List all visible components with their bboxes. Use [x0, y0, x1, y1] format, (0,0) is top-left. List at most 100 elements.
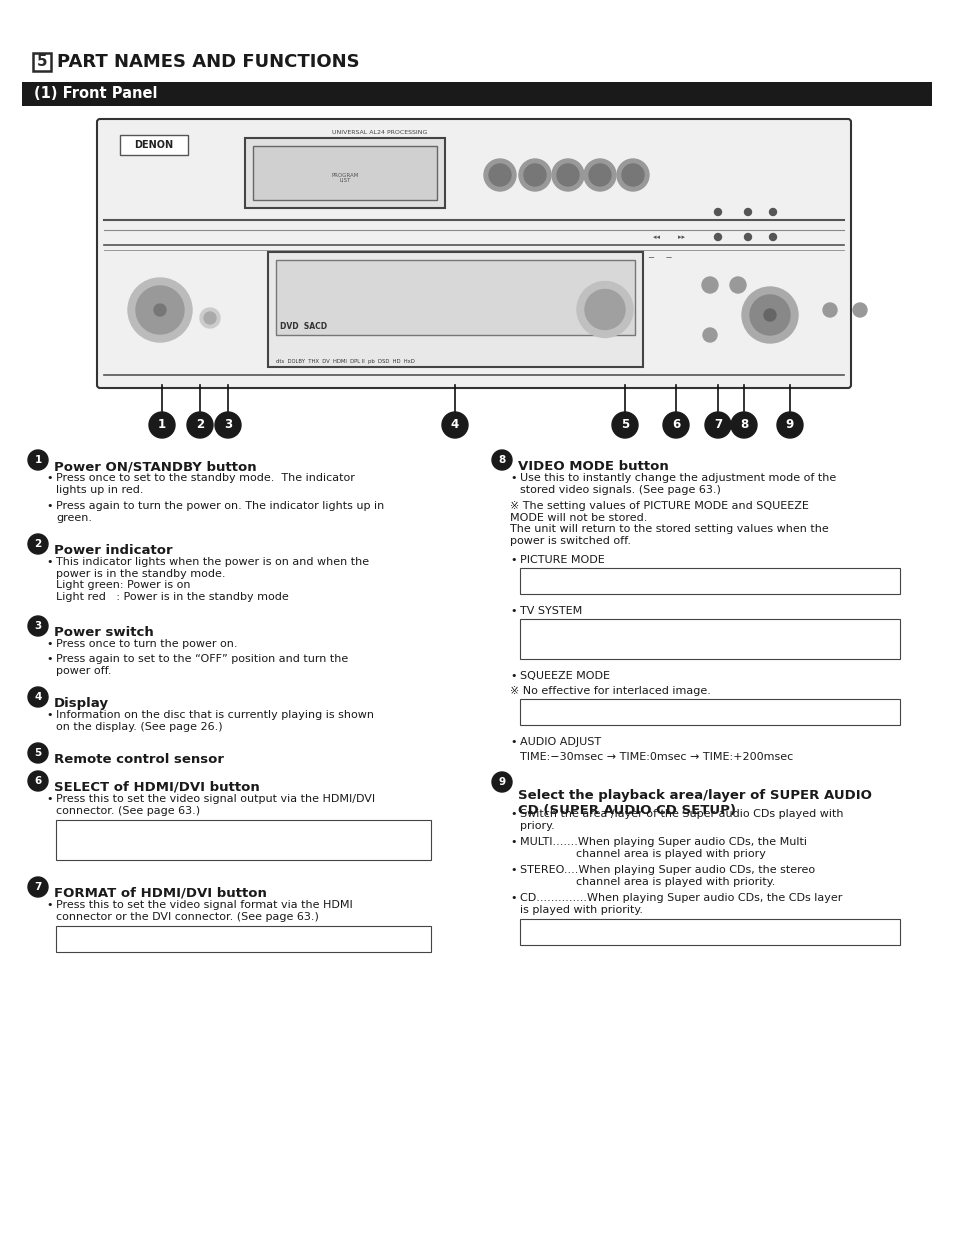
Text: Power indicator: Power indicator — [54, 544, 172, 557]
Text: 1: 1 — [158, 418, 166, 432]
Text: PART NAMES AND FUNCTIONS: PART NAMES AND FUNCTIONS — [57, 53, 359, 71]
Bar — [519, 699, 899, 725]
Bar — [268, 252, 642, 367]
Text: Remote control sensor: Remote control sensor — [54, 753, 224, 766]
Text: (1) Front Panel: (1) Front Panel — [34, 87, 157, 101]
Text: •: • — [510, 555, 516, 565]
Circle shape — [852, 303, 866, 317]
Text: FORMAT of HDMI/DVI button: FORMAT of HDMI/DVI button — [54, 887, 267, 901]
Text: 8: 8 — [740, 418, 747, 432]
Text: •: • — [510, 809, 516, 819]
Text: └ 480P/576P → 720P → 1080i→ AUTO ┘: └ 480P/576P → 720P → 1080i→ AUTO ┘ — [62, 931, 283, 943]
Circle shape — [200, 308, 220, 328]
Text: Information on the disc that is currently playing is shown
on the display. (See : Information on the disc that is currentl… — [56, 710, 374, 731]
Text: SQUEEZE MODE: SQUEEZE MODE — [519, 670, 609, 682]
Circle shape — [588, 165, 610, 186]
Circle shape — [701, 277, 718, 293]
Circle shape — [28, 616, 48, 636]
Circle shape — [743, 234, 751, 240]
Text: Press once to turn the power on.: Press once to turn the power on. — [56, 640, 237, 649]
Text: STEREO....When playing Super audio CDs, the stereo
                channel area : STEREO....When playing Super audio CDs, … — [519, 865, 814, 887]
Bar — [245, 139, 444, 208]
Text: Press this to set the video signal output via the HDMI/DVI
connector. (See page : Press this to set the video signal outpu… — [56, 794, 375, 815]
Bar — [120, 135, 188, 155]
Circle shape — [621, 165, 643, 186]
Circle shape — [136, 286, 184, 334]
Circle shape — [577, 282, 633, 338]
Text: •: • — [510, 893, 516, 903]
Circle shape — [714, 234, 720, 240]
Text: •: • — [510, 737, 516, 747]
Text: Power switch: Power switch — [54, 626, 153, 640]
Circle shape — [28, 743, 48, 763]
Text: •: • — [46, 710, 52, 720]
Text: VIDEO MODE button: VIDEO MODE button — [517, 460, 668, 473]
Circle shape — [28, 687, 48, 708]
Circle shape — [28, 771, 48, 790]
Text: └MULTI → STEREO → CD ┘: └MULTI → STEREO → CD ┘ — [525, 925, 668, 935]
Text: MULTI.......When playing Super audio CDs, the Multi
                channel area: MULTI.......When playing Super audio CDs… — [519, 837, 806, 858]
Text: 8: 8 — [497, 455, 505, 465]
Circle shape — [763, 309, 775, 320]
Text: Press again to set to the “OFF” position and turn the
power off.: Press again to set to the “OFF” position… — [56, 654, 348, 675]
Text: •: • — [510, 606, 516, 616]
Text: └→ STD ↔ M1 ↔ M2 ↔ M3 ↔ M4 ↔ M5 ┘: └→ STD ↔ M1 ↔ M2 ↔ M3 ↔ M4 ↔ M5 ┘ — [525, 574, 740, 584]
Text: 5: 5 — [34, 748, 42, 758]
Text: Press again to turn the power on. The indicator lights up in
green.: Press again to turn the power on. The in… — [56, 501, 384, 522]
Text: 3: 3 — [224, 418, 232, 432]
Circle shape — [617, 160, 648, 190]
Text: 4: 4 — [34, 691, 42, 703]
Text: •: • — [510, 473, 516, 482]
Circle shape — [730, 412, 757, 438]
Circle shape — [769, 234, 776, 240]
Text: This indicator lights when the power is on and when the
power is in the standby : This indicator lights when the power is … — [56, 557, 369, 601]
Text: •: • — [46, 557, 52, 567]
Circle shape — [153, 304, 166, 315]
Bar — [519, 568, 899, 594]
Text: 2: 2 — [34, 539, 42, 549]
Circle shape — [749, 294, 789, 335]
Circle shape — [187, 412, 213, 438]
Bar — [33, 53, 51, 71]
Text: Switch the area /layer of the Super audio CDs played with
priory.: Switch the area /layer of the Super audi… — [519, 809, 842, 830]
Circle shape — [518, 160, 551, 190]
Text: UNIVERSAL AL24 PROCESSING: UNIVERSAL AL24 PROCESSING — [332, 130, 427, 136]
Text: └→ OFF ↔ ON ↔ AUTO ┘: └→ OFF ↔ ON ↔ AUTO ┘ — [525, 705, 656, 715]
Circle shape — [714, 209, 720, 215]
Circle shape — [483, 160, 516, 190]
Text: •: • — [46, 654, 52, 664]
Text: └→ PROGRESSIVE ↔ INTERLACED ┐
  └→ OTHERS ↔ HDMI/DVI ─┘: └→ PROGRESSIVE ↔ INTERLACED ┐ └→ OTHERS … — [525, 625, 714, 651]
Circle shape — [149, 412, 174, 438]
Text: TIME:−30msec → TIME:0msec → TIME:+200msec: TIME:−30msec → TIME:0msec → TIME:+200mse… — [519, 752, 792, 762]
Circle shape — [523, 165, 545, 186]
Circle shape — [769, 209, 776, 215]
Text: PICTURE MODE: PICTURE MODE — [519, 555, 604, 565]
Bar — [275, 260, 635, 335]
Circle shape — [128, 278, 192, 341]
Bar — [253, 146, 436, 200]
Circle shape — [214, 412, 241, 438]
Text: •: • — [510, 670, 516, 682]
Circle shape — [489, 165, 511, 186]
Bar — [56, 927, 431, 952]
FancyBboxPatch shape — [97, 119, 850, 388]
Text: CD..............When playing Super audio CDs, the CDs layer
is played with prior: CD..............When playing Super audio… — [519, 893, 841, 914]
Text: 5: 5 — [36, 54, 48, 69]
Text: ◂◂        ▸▸: ◂◂ ▸▸ — [652, 234, 684, 240]
Text: •: • — [46, 794, 52, 804]
Circle shape — [702, 328, 717, 341]
Bar — [56, 820, 431, 860]
Bar — [519, 618, 899, 659]
Text: DVD  SACD: DVD SACD — [280, 322, 327, 332]
Circle shape — [28, 450, 48, 470]
Text: •: • — [46, 473, 52, 482]
Text: Power ON/STANDBY button: Power ON/STANDBY button — [54, 460, 256, 473]
Text: 5: 5 — [620, 418, 628, 432]
Text: Display: Display — [54, 696, 109, 710]
Bar — [22, 82, 931, 106]
Text: Press once to set to the standby mode.  The indicator
lights up in red.: Press once to set to the standby mode. T… — [56, 473, 355, 495]
Text: •: • — [46, 901, 52, 910]
Text: 3: 3 — [34, 621, 42, 631]
Circle shape — [557, 165, 578, 186]
Circle shape — [729, 277, 745, 293]
